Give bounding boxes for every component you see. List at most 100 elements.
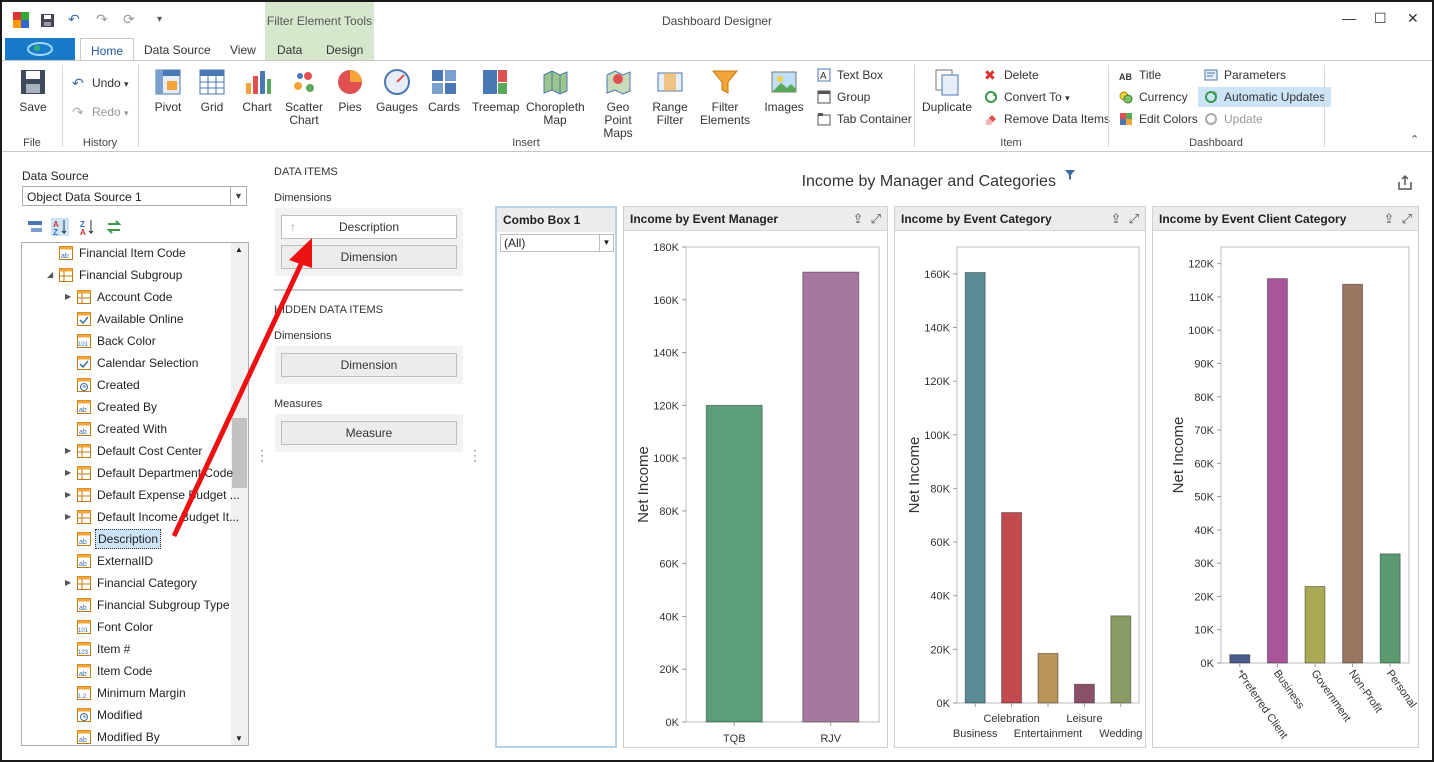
refresh-fields-icon[interactable]	[105, 218, 123, 236]
description-dimension-item[interactable]: ↑ Description	[281, 215, 457, 239]
scatter-chart-button[interactable]: Scatter Chart	[282, 67, 326, 127]
redo-button[interactable]: ↷ Redo ▾	[72, 104, 129, 120]
ribbon-tabs: Home Data Source View Data Design	[2, 38, 1432, 61]
group-button[interactable]: Group	[817, 87, 870, 107]
tab-view[interactable]: View	[230, 43, 256, 57]
file-tab[interactable]	[5, 38, 75, 60]
redo-icon: ↷	[72, 104, 84, 120]
parameters-button[interactable]: Parameters	[1204, 65, 1286, 85]
sort-up-icon[interactable]: ↑	[290, 220, 296, 234]
images-button[interactable]: Images	[764, 67, 804, 114]
measure-placeholder[interactable]: Measure	[281, 421, 457, 445]
grid-button[interactable]: Grid	[194, 67, 230, 114]
middle-splitter-grip[interactable]: · · ·	[473, 443, 477, 467]
tree-expander-icon[interactable]: ▶	[65, 578, 72, 587]
dimension-placeholder[interactable]: Dimension	[281, 245, 457, 269]
maximize-icon[interactable]: ⤢	[1401, 211, 1412, 226]
remove-data-items-label: Remove Data Items	[1004, 112, 1111, 126]
y-tick-label: 70K	[1194, 425, 1214, 437]
field-list-tree[interactable]: ▲ ▼ ab Financial Item Code ◢ Financial Subg…	[21, 242, 249, 746]
gauges-button[interactable]: Gauges	[376, 67, 418, 114]
close-icon[interactable]: ✕	[1407, 10, 1419, 26]
left-splitter-grip[interactable]: · · ·	[260, 443, 264, 467]
remove-data-items-button[interactable]: Remove Data Items	[984, 109, 1110, 129]
chevron-down-icon[interactable]: ▼	[599, 235, 613, 251]
tree-expander-icon[interactable]: ▶	[65, 512, 72, 521]
measures-dropzone[interactable]: Measure	[275, 414, 463, 452]
sort-ascending-icon[interactable]: AZ	[51, 218, 69, 236]
update-button[interactable]: Update	[1204, 109, 1263, 129]
chevron-down-icon[interactable]: ▼	[230, 187, 246, 205]
minimize-icon[interactable]: —	[1342, 10, 1356, 26]
edit-colors-button[interactable]: Edit Colors	[1119, 109, 1198, 129]
scroll-down-icon[interactable]: ▼	[235, 734, 243, 743]
tree-expander-icon[interactable]: ▶	[65, 490, 72, 499]
undo-button[interactable]: ↶ Undo ▾	[72, 75, 129, 91]
gauges-label: Gauges	[376, 100, 419, 114]
tree-item-label: Font Color	[97, 620, 154, 634]
export-icon[interactable]: ⇪	[1383, 211, 1395, 226]
cards-button[interactable]: Cards	[426, 67, 462, 114]
maximize-icon[interactable]: ⤢	[870, 211, 881, 226]
pivot-button[interactable]: Pivot	[149, 67, 187, 114]
dimensions-dropzone[interactable]: ↑ Description Dimension	[275, 208, 463, 276]
group-separator	[1324, 65, 1325, 147]
save-button[interactable]: Save	[14, 67, 52, 114]
tab-home[interactable]: Home	[80, 38, 135, 61]
filter-icon[interactable]	[1064, 169, 1076, 181]
maximize-icon[interactable]: ⤢	[1128, 211, 1139, 226]
group-by-type-icon[interactable]	[26, 218, 44, 236]
tree-item-label: Minimum Margin	[97, 686, 186, 700]
tab-container-button[interactable]: Tab Container	[817, 109, 912, 129]
filter-elements-button[interactable]: Filter Elements	[696, 67, 754, 127]
hidden-dimensions-dropzone[interactable]: Dimension	[275, 346, 463, 384]
delete-button[interactable]: ✖ Delete	[984, 65, 1039, 85]
automatic-updates-button[interactable]: Automatic Updates	[1198, 87, 1332, 107]
tree-item-label: Financial Subgroup Type	[97, 598, 230, 612]
refresh-quick-icon[interactable]: ⟳	[123, 11, 135, 27]
sort-descending-icon[interactable]: ZA	[78, 218, 96, 236]
title-button[interactable]: AB Title	[1119, 65, 1161, 85]
range-filter-button[interactable]: Range Filter	[650, 67, 690, 127]
y-tick-label: 60K	[1194, 458, 1214, 470]
combo-box-value: (All)	[504, 236, 526, 250]
tree-expander-icon[interactable]: ▶	[65, 468, 72, 477]
choropleth-map-button[interactable]: Choropleth Map	[526, 67, 585, 127]
quick-access-dropdown-icon[interactable]: ▾	[157, 14, 163, 25]
bar	[802, 271, 860, 723]
currency-button[interactable]: Currency	[1119, 87, 1188, 107]
maximize-icon[interactable]: ☐	[1374, 10, 1387, 26]
text-box-button[interactable]: A Text Box	[817, 65, 883, 85]
treemap-button[interactable]: Treemap	[472, 67, 520, 114]
duplicate-button[interactable]: Duplicate	[922, 67, 972, 114]
tree-scrollbar-thumb[interactable]	[232, 418, 247, 488]
geo-point-maps-button[interactable]: Geo Point Maps	[592, 67, 644, 140]
redo-quick-icon[interactable]: ↷	[96, 11, 108, 27]
tree-expander-icon[interactable]: ◢	[47, 270, 54, 279]
app-logo-icon	[27, 42, 53, 56]
combo-box-panel[interactable]: Combo Box 1 (All) ▼	[495, 206, 617, 748]
tab-design[interactable]: Design	[326, 43, 364, 57]
undo-quick-icon[interactable]: ↶	[68, 11, 80, 27]
y-tick-label: 120K	[653, 400, 679, 412]
hidden-dimension-placeholder[interactable]: Dimension	[281, 353, 457, 377]
scroll-up-icon[interactable]: ▲	[235, 245, 243, 254]
save-quick-icon[interactable]	[40, 13, 55, 28]
pies-icon	[338, 70, 362, 94]
y-tick-label: 0K	[666, 717, 680, 729]
tree-expander-icon[interactable]: ▶	[65, 292, 72, 301]
export-dashboard-icon[interactable]	[1396, 174, 1414, 192]
svg-text:A: A	[820, 71, 827, 82]
data-source-select[interactable]: Object Data Source 1 ▼	[22, 186, 247, 206]
convert-to-button[interactable]: Convert To ▾	[984, 87, 1070, 107]
pies-button[interactable]: Pies	[334, 67, 366, 114]
bar	[705, 404, 763, 723]
combo-box-select[interactable]: (All) ▼	[500, 234, 614, 252]
export-icon[interactable]: ⇪	[852, 211, 864, 226]
chart-button[interactable]: Chart	[239, 67, 275, 114]
tab-data-source[interactable]: Data Source	[144, 43, 211, 57]
tab-data[interactable]: Data	[277, 43, 303, 57]
export-icon[interactable]: ⇪	[1110, 211, 1122, 226]
collapse-ribbon-icon[interactable]: ⌃	[1410, 134, 1420, 146]
tree-expander-icon[interactable]: ▶	[65, 446, 72, 455]
